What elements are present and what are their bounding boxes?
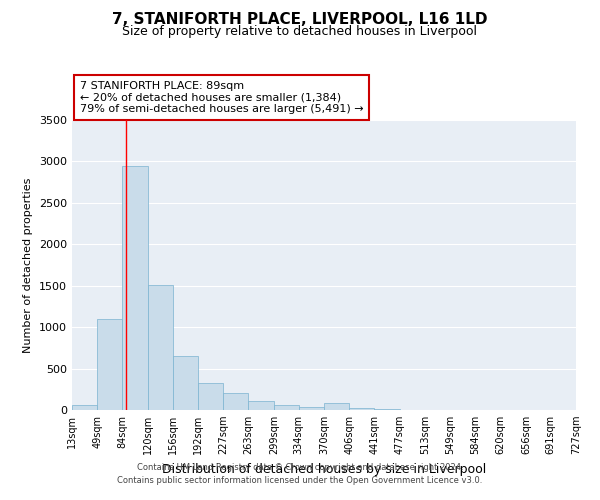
Text: Contains HM Land Registry data © Crown copyright and database right 2024.: Contains HM Land Registry data © Crown c… (137, 464, 463, 472)
Bar (122, 166, 148, 410)
Bar (173, 356, 199, 410)
Bar (148, 285, 173, 410)
X-axis label: Distribution of detached houses by size in Liverpool: Distribution of detached houses by size … (162, 462, 486, 475)
Bar (349, 408, 374, 410)
Bar (324, 404, 349, 410)
Bar (299, 406, 324, 410)
Bar (374, 409, 400, 410)
Bar (72, 406, 97, 410)
Bar (248, 401, 274, 410)
Bar (199, 382, 223, 410)
Y-axis label: Number of detached properties: Number of detached properties (23, 178, 34, 352)
Bar (223, 394, 248, 410)
Text: 7 STANIFORTH PLACE: 89sqm
← 20% of detached houses are smaller (1,384)
79% of se: 7 STANIFORTH PLACE: 89sqm ← 20% of detac… (80, 81, 363, 114)
Text: Contains public sector information licensed under the Open Government Licence v3: Contains public sector information licen… (118, 476, 482, 485)
Bar (274, 406, 299, 410)
Text: 7, STANIFORTH PLACE, LIVERPOOL, L16 1LD: 7, STANIFORTH PLACE, LIVERPOOL, L16 1LD (112, 12, 488, 28)
Text: Size of property relative to detached houses in Liverpool: Size of property relative to detached ho… (122, 25, 478, 38)
Bar (97, 319, 122, 410)
